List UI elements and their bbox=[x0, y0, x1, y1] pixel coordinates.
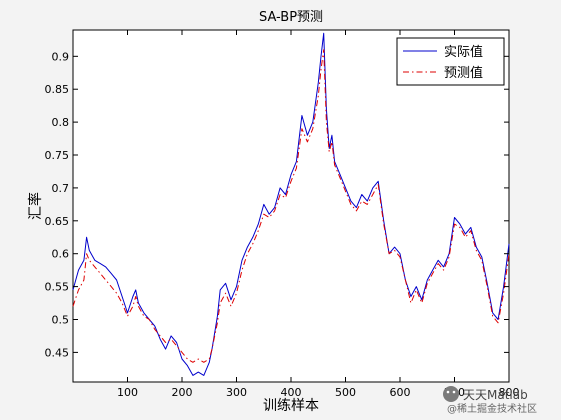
y-axis-title: 汇率 bbox=[27, 192, 44, 220]
wechat-logo-eye-icon bbox=[446, 390, 450, 394]
x-tick-label: 500 bbox=[335, 386, 356, 399]
y-tick-label: 0.6 bbox=[52, 248, 70, 261]
y-tick-label: 0.9 bbox=[52, 50, 70, 63]
y-tick-label: 0.65 bbox=[45, 215, 70, 228]
x-tick-label: 800 bbox=[499, 386, 520, 399]
wechat-logo-icon bbox=[443, 386, 459, 402]
series-line-predicted bbox=[72, 49, 510, 363]
y-tick-label: 0.7 bbox=[52, 182, 70, 195]
watermark: 天天Matlab @稀土掘金技术社区 bbox=[443, 386, 537, 415]
x-tick-label: 200 bbox=[172, 386, 193, 399]
watermark-main-text: 天天Matlab bbox=[463, 388, 528, 402]
x-tick-label: 300 bbox=[226, 386, 247, 399]
plot-area bbox=[72, 29, 510, 383]
y-tick-label: 0.75 bbox=[45, 149, 70, 162]
y-tick-label: 0.5 bbox=[52, 313, 70, 326]
chart-title: SA-BP预测 bbox=[259, 10, 323, 25]
watermark-sub-text: @稀土掘金技术社区 bbox=[447, 402, 537, 415]
series-layer bbox=[72, 32, 510, 376]
x-axis-title: 训练样本 bbox=[263, 398, 319, 414]
series-line-actual bbox=[72, 32, 510, 376]
legend-box bbox=[396, 37, 505, 86]
y-tick-label: 0.55 bbox=[45, 281, 70, 294]
axis-ticks: 1002003004005006007008000.450.50.550.60.… bbox=[45, 30, 520, 399]
wechat-logo-eye-icon bbox=[452, 390, 456, 394]
legend-label-predicted: 预测值 bbox=[444, 65, 483, 81]
x-tick-label: 100 bbox=[117, 386, 138, 399]
x-tick-label: 600 bbox=[390, 386, 411, 399]
x-tick-label: 400 bbox=[281, 386, 302, 399]
legend-label-actual: 实际值 bbox=[444, 44, 483, 60]
y-tick-label: 0.45 bbox=[45, 346, 70, 359]
y-tick-label: 0.85 bbox=[45, 83, 70, 96]
y-tick-label: 0.8 bbox=[52, 116, 70, 129]
legend: 实际值 预测值 bbox=[396, 37, 505, 86]
